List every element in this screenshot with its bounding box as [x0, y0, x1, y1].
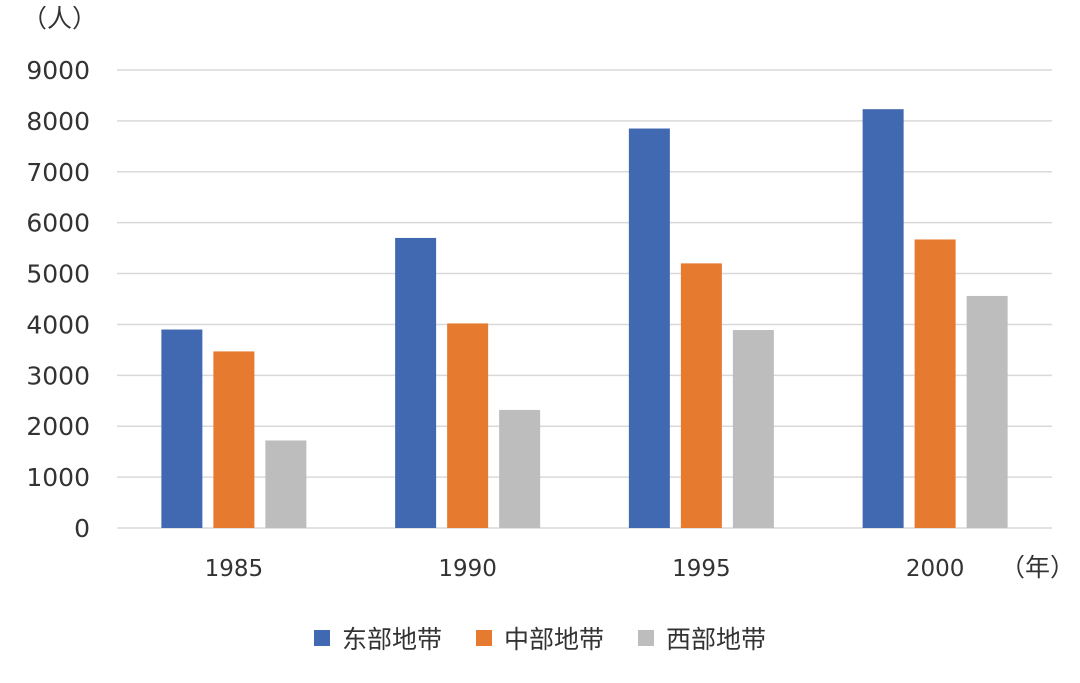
- bar-2000-0: [862, 109, 904, 528]
- legend-swatch-west: [638, 630, 654, 646]
- bar-1985-0: [161, 329, 203, 528]
- legend-label-west: 西部地带: [666, 625, 767, 654]
- x-tick-label: 2000: [906, 556, 965, 582]
- x-axis-label: （年）: [1000, 553, 1075, 582]
- gridlines: [117, 69, 1052, 529]
- legend-label-east: 东部地带: [341, 625, 442, 654]
- bar-2000-1: [914, 239, 956, 528]
- bar-1985-1: [213, 351, 255, 528]
- legend-item-west: 西部地带: [638, 620, 766, 656]
- legend-label-central: 中部地带: [503, 625, 604, 654]
- bar-2000-2: [966, 295, 1008, 528]
- legend-swatch-east: [313, 630, 330, 646]
- bar-1985-2: [265, 440, 307, 528]
- legend: 东部地带 中部地带 西部地带: [0, 618, 1080, 658]
- legend-item-central: 中部地带: [475, 620, 604, 656]
- bar-1990-0: [395, 237, 437, 528]
- y-tick-label: 1000: [26, 463, 90, 492]
- y-tick-label: 5000: [26, 260, 90, 289]
- x-tick-label: 1990: [438, 556, 497, 582]
- legend-item-east: 东部地带: [313, 620, 442, 656]
- y-tick-label: 3000: [26, 361, 90, 390]
- y-tick-label: 2000: [26, 412, 90, 441]
- legend-swatch-central: [475, 630, 492, 646]
- bar-1995-1: [680, 263, 722, 528]
- y-tick-label: 4000: [26, 310, 90, 339]
- bar-1995-0: [628, 128, 670, 528]
- x-tick-label: 1995: [672, 556, 731, 582]
- y-tick-label: 7000: [26, 158, 90, 187]
- y-tick-label: 8000: [26, 107, 90, 136]
- bar-1995-2: [732, 330, 774, 528]
- y-axis-ticks: 0 1000 2000 3000 4000 5000 6000 7000 8000 9000: [26, 56, 90, 543]
- bars: [161, 109, 1008, 528]
- y-tick-label: 0: [74, 514, 90, 543]
- y-tick-label: 6000: [26, 209, 90, 238]
- y-axis-label: （人）: [22, 4, 97, 33]
- x-axis-ticks: 1985 1990 1995 2000: [205, 556, 965, 582]
- x-tick-label: 1985: [205, 556, 264, 582]
- bar-1990-2: [499, 409, 541, 528]
- y-tick-label: 9000: [26, 56, 90, 85]
- bar-1990-1: [447, 323, 489, 528]
